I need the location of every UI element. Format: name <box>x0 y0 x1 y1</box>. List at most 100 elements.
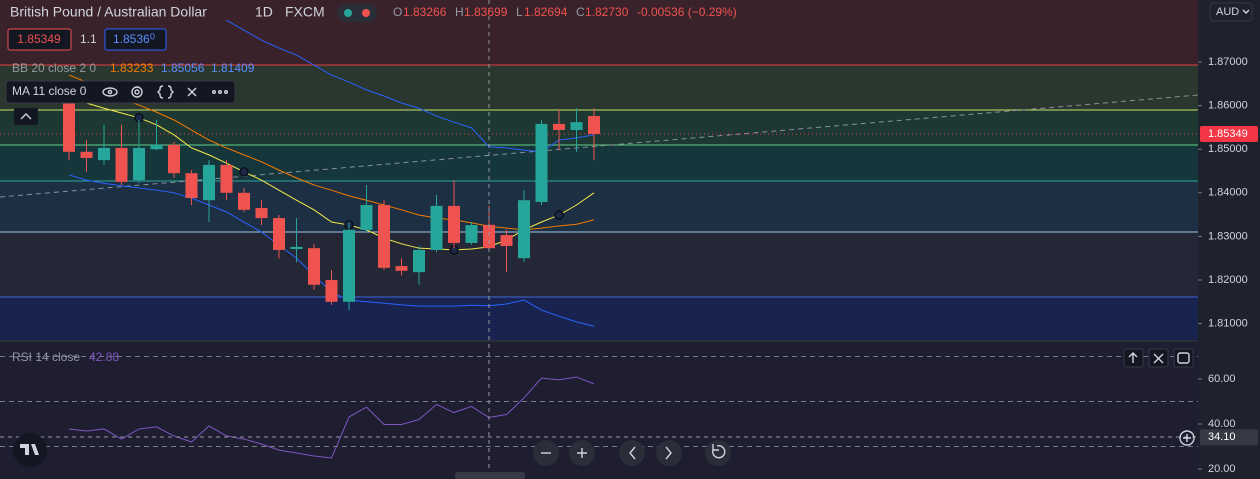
ohlc-key: L <box>516 5 523 19</box>
y-tick-label: 1.86000 <box>1208 100 1248 112</box>
candle-body <box>220 164 233 193</box>
interval[interactable]: 1D <box>255 4 273 20</box>
candle-body <box>483 224 495 249</box>
candle-body <box>168 144 180 174</box>
status-dot <box>362 9 370 17</box>
candle-body <box>63 99 75 152</box>
candle-body <box>360 205 373 230</box>
legend-icons[interactable] <box>102 85 228 99</box>
alert-marker <box>239 167 249 177</box>
crosshair-badge <box>1200 429 1258 446</box>
rsi-line <box>68 376 595 459</box>
y-tick-label: 1.84000 <box>1208 187 1248 199</box>
last-price-label: 1.85349 <box>1208 128 1248 140</box>
ohlc-value: 1.83266 <box>403 5 447 19</box>
scrollbar[interactable] <box>455 472 525 479</box>
candle-body <box>238 192 250 210</box>
buy-pip: 0 <box>150 31 155 41</box>
ma-legend[interactable] <box>5 80 236 104</box>
status-dot <box>344 9 352 17</box>
bb-label: BB 20 close 2 0 <box>12 61 96 75</box>
candle-body <box>570 122 583 131</box>
ohlc-key: H <box>455 5 464 19</box>
bb-lower-value: 1.81409 <box>211 61 255 75</box>
rsi-label: RSI 14 close <box>12 350 80 364</box>
bb-basis <box>68 74 595 231</box>
market-status <box>337 4 377 22</box>
source: FXCM <box>285 4 325 20</box>
candle-body <box>133 147 145 181</box>
bb-upper <box>226 19 595 153</box>
pane-buttons[interactable] <box>1123 348 1194 368</box>
candle-body <box>98 147 110 161</box>
candle-body <box>273 218 285 250</box>
change: -0.00536 (−0.29%) <box>637 5 737 19</box>
candle-body <box>395 266 408 271</box>
ohlc-key: C <box>576 5 585 19</box>
rsi-tick-label: 60.00 <box>1208 373 1236 385</box>
candle-body <box>553 123 565 131</box>
candle-body <box>448 205 460 243</box>
candle-body <box>588 116 600 134</box>
candle-body <box>150 144 163 150</box>
currency: AUD <box>1216 6 1239 18</box>
y-tick-label: 1.81000 <box>1208 318 1248 330</box>
add-icon <box>1183 434 1191 442</box>
sell-price: 1.85349 <box>17 32 61 46</box>
zones <box>0 0 1198 341</box>
rsi-tick-label: 20.00 <box>1208 463 1236 475</box>
price-axis <box>1198 0 1260 479</box>
candle-body <box>465 225 478 243</box>
buy-price: 1.8536 <box>113 32 150 46</box>
candle-body <box>413 249 425 273</box>
currency-select[interactable] <box>1209 2 1253 22</box>
candle-body <box>290 246 303 250</box>
candle-body <box>343 229 355 302</box>
collapse-icon <box>20 113 32 120</box>
candle-body <box>378 205 390 268</box>
candle-body <box>185 173 198 199</box>
y-tick-label: 1.87000 <box>1208 56 1248 68</box>
buy-button[interactable] <box>104 28 167 51</box>
ohlc-value: 1.82694 <box>524 5 568 19</box>
axes: 1.87000 1.86000 1.85000 1.84000 1.83000 1.820… <box>1198 56 1258 475</box>
candle-body <box>255 208 268 219</box>
rsi-tick-label: 40.00 <box>1208 418 1236 430</box>
candle-body <box>500 235 513 246</box>
candle-body <box>203 164 215 201</box>
candle-body <box>115 147 128 182</box>
collapse-button[interactable] <box>14 108 38 125</box>
rsi-pane <box>0 341 1198 479</box>
last-price-badge <box>1200 125 1258 142</box>
ma-label: MA 11 close 0 <box>12 84 87 98</box>
crosshair-label: 34.10 <box>1208 431 1236 443</box>
y-tick-label: 1.83000 <box>1208 230 1248 242</box>
ohlc-value: 1.83699 <box>464 5 508 19</box>
ohlc-key: O <box>393 5 402 19</box>
dropdown-icon <box>1242 9 1250 14</box>
nav-buttons[interactable] <box>533 440 731 466</box>
logo[interactable] <box>13 433 47 467</box>
candle-body <box>535 123 548 202</box>
main-pane <box>0 19 1198 327</box>
rsi-plot <box>0 355 1198 459</box>
symbol-title: British Pound / Australian Dollar <box>10 4 207 20</box>
add-button[interactable] <box>1179 430 1195 446</box>
candle-body <box>80 151 93 158</box>
spread: 1.1 <box>80 32 97 46</box>
alert-marker <box>554 210 564 220</box>
candle-body <box>518 200 530 259</box>
candle-body <box>325 280 338 302</box>
y-tick-label: 1.85000 <box>1208 143 1248 155</box>
y-tick-label: 1.82000 <box>1208 274 1248 286</box>
trend-line <box>0 94 1199 198</box>
logo-mark <box>20 444 39 455</box>
rsi-value: 42.88 <box>89 350 119 364</box>
candle-body <box>430 205 443 250</box>
bb-upper-value: 1.85056 <box>161 61 205 75</box>
bb-basis-value: 1.83233 <box>110 61 154 75</box>
ohlc-value: 1.82730 <box>585 5 629 19</box>
sell-button[interactable] <box>7 28 72 51</box>
candle-body <box>308 248 320 285</box>
